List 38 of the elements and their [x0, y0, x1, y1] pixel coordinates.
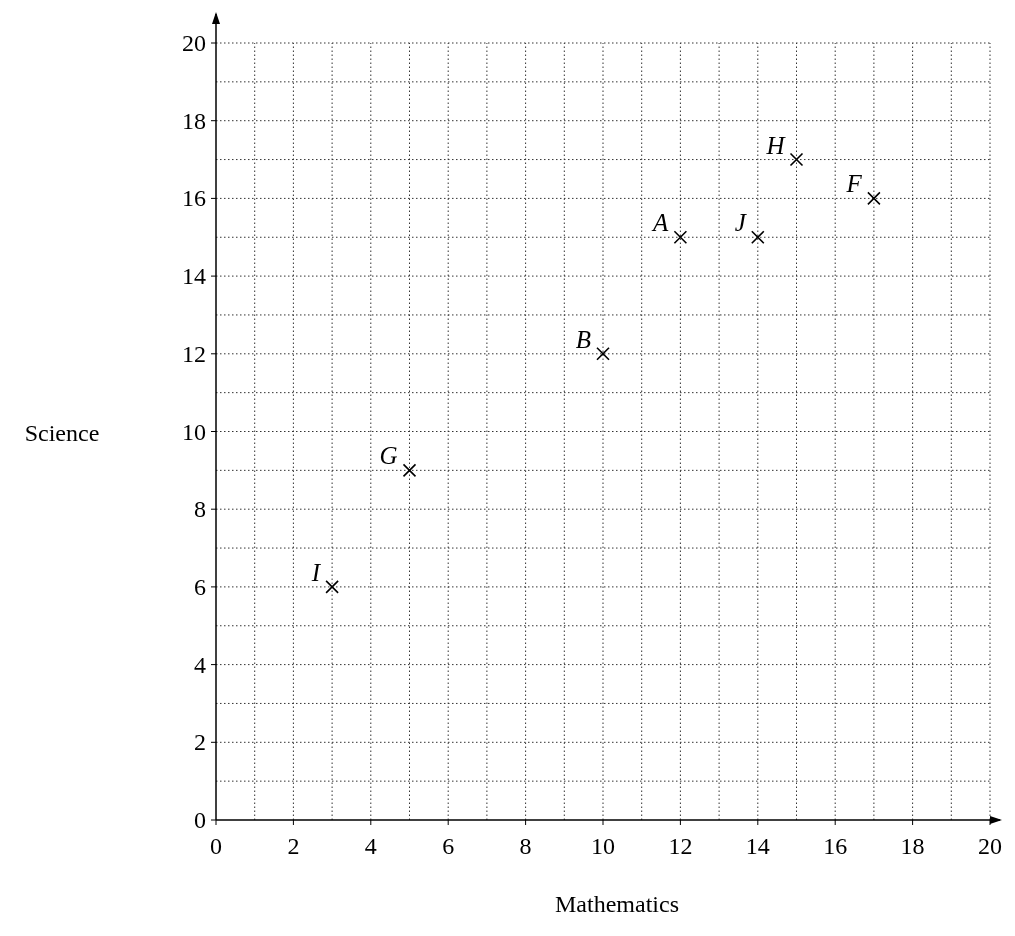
y-tick-label: 2 — [194, 729, 206, 756]
x-tick-label: 6 — [442, 833, 455, 859]
y-tick-label: 20 — [182, 30, 206, 56]
x-tick-label: 18 — [900, 833, 925, 859]
y-tick-label: 10 — [182, 418, 206, 445]
annotation: F — [845, 170, 863, 198]
y-axis-title: Science — [24, 420, 100, 446]
x-tick-label: 0 — [210, 833, 222, 859]
y-tick-label: 4 — [194, 651, 206, 678]
point — [751, 230, 765, 245]
x-axis-title: Mathematics — [555, 891, 679, 917]
x-tick-label: 20 — [978, 833, 1002, 859]
x-tick-label: 12 — [668, 833, 693, 859]
annotation: H — [765, 131, 787, 159]
y-tick-label: 8 — [194, 496, 206, 523]
x-tick-label: 2 — [287, 833, 300, 859]
x-tick-label: 14 — [745, 833, 770, 859]
annotation: I — [310, 558, 322, 586]
y-tick-label: 0 — [194, 807, 206, 833]
point — [402, 463, 417, 478]
annotation: G — [379, 442, 398, 470]
annotation: A — [651, 209, 670, 237]
x-tick-label: 16 — [823, 833, 848, 859]
point — [596, 347, 610, 361]
y-tick-label: 16 — [182, 185, 206, 212]
point — [789, 152, 804, 167]
y-tick-label: 18 — [182, 107, 206, 134]
point — [325, 580, 339, 594]
x-tick-label: 4 — [364, 833, 377, 859]
y-tick-label: 12 — [182, 340, 206, 367]
point — [867, 191, 881, 206]
y-tick-label: 14 — [182, 263, 206, 290]
annotation: B — [575, 325, 591, 353]
x-tick-label: 8 — [519, 833, 532, 859]
annotation: J — [734, 209, 748, 237]
y-tick-label: 6 — [194, 573, 206, 600]
x-tick-label: 10 — [591, 833, 615, 859]
point — [673, 230, 688, 245]
